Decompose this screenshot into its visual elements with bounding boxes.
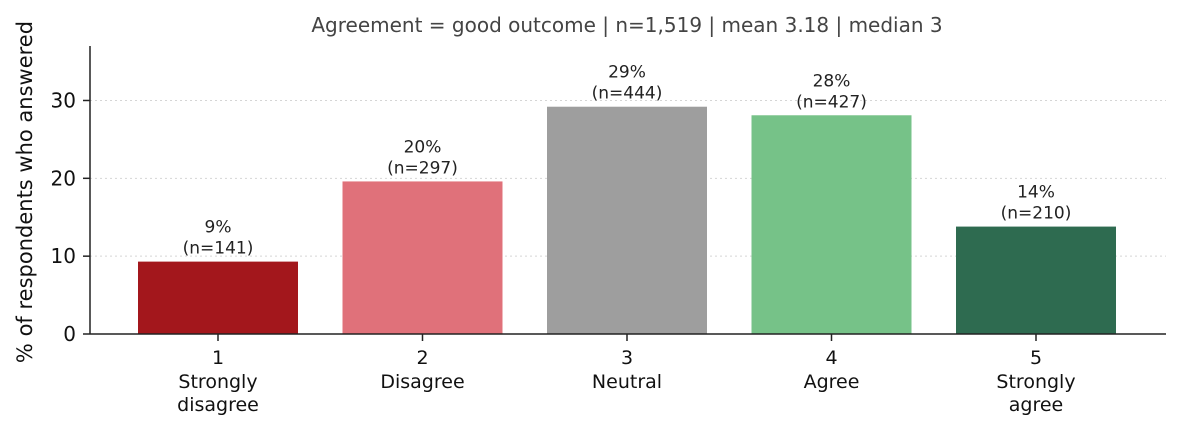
data-label-count: (n=210) xyxy=(1001,204,1072,224)
x-tick-label-category: Disagree xyxy=(380,371,464,393)
x-tick-label-code: 2 xyxy=(416,347,428,369)
x-tick-label-category: Strongly xyxy=(178,371,257,393)
x-tick-label-code: 4 xyxy=(825,347,837,369)
data-label-percent: 14% xyxy=(1017,183,1055,203)
bar xyxy=(956,226,1116,334)
axes: 1Stronglydisagree2Disagree3Neutral4Agree… xyxy=(51,46,1166,416)
y-axis-label: % of respondents who answered xyxy=(13,21,37,363)
y-tick-label: 20 xyxy=(51,166,76,190)
chart-title: Agreement = good outcome | n=1,519 | mea… xyxy=(311,13,942,37)
x-tick-label-category: Strongly xyxy=(996,371,1075,393)
data-label-percent: 29% xyxy=(608,63,646,83)
x-tick-label-code: 3 xyxy=(621,347,633,369)
data-label-percent: 28% xyxy=(813,71,851,91)
data-label-count: (n=427) xyxy=(796,92,867,112)
data-label-count: (n=297) xyxy=(387,158,458,178)
bar xyxy=(138,261,298,334)
data-label-percent: 9% xyxy=(205,218,232,238)
bar xyxy=(342,181,503,334)
y-tick-label: 0 xyxy=(63,322,76,346)
x-tick-label-category: agree xyxy=(1009,394,1063,416)
data-label-count: (n=444) xyxy=(592,84,663,104)
data-labels: 9%(n=141) 20%(n=297) 29%(n=444) 28%(n=427) 1… xyxy=(183,63,1072,259)
bars xyxy=(138,106,1116,335)
x-tick-label-category: Agree xyxy=(804,371,860,393)
bar xyxy=(547,106,707,334)
x-tick-label-category: disagree xyxy=(177,394,259,416)
bar xyxy=(751,115,912,335)
data-label-percent: 20% xyxy=(404,137,442,157)
x-tick-label-code: 1 xyxy=(212,347,224,369)
x-tick-label-category: Neutral xyxy=(592,371,662,393)
y-tick-label: 10 xyxy=(51,244,76,268)
x-tick-label-code: 5 xyxy=(1030,347,1042,369)
data-label-count: (n=141) xyxy=(183,239,254,259)
y-tick-label: 30 xyxy=(51,88,76,112)
